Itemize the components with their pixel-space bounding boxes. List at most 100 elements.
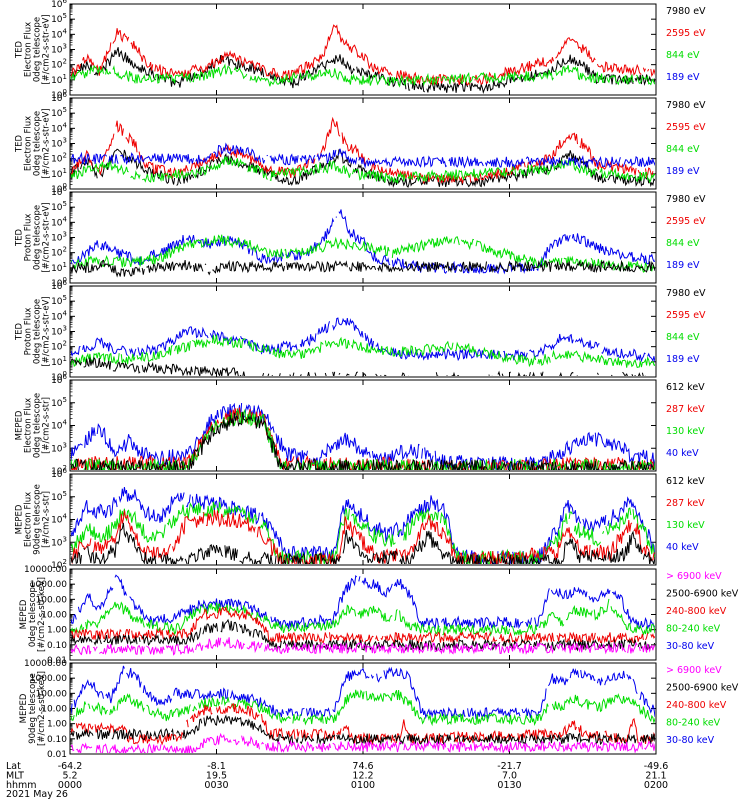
legend-entry: 130 keV — [666, 520, 705, 531]
legend-entry: 2595 eV — [666, 122, 706, 133]
y-tick-label: 105 — [51, 106, 67, 119]
y-axis-label: TEDProton Flux0deg telescope[#/cm2-s-str… — [15, 202, 52, 272]
series-group — [71, 487, 655, 564]
series-black — [71, 522, 655, 564]
legend-entry: 844 eV — [666, 238, 700, 249]
y-tick-label: 100.00 — [36, 595, 68, 605]
legend-entry: > 6900 keV — [666, 571, 722, 582]
legend-entry: 30-80 keV — [666, 641, 715, 652]
x-tick-label: 19.5 — [206, 771, 227, 782]
y-tick-label: 100.00 — [36, 689, 68, 699]
y-axis-label: MEPED90deg telescope[#/cm2-s-str-keV] — [19, 671, 47, 746]
series-group — [71, 665, 655, 753]
x-tick-label: -8.1 — [207, 761, 226, 772]
x-row-label: Lat — [6, 761, 21, 772]
y-tick-label: 0.10 — [47, 735, 67, 745]
y-tick-label: 105 — [51, 294, 67, 307]
panel-7: 0.01 0.10 1.00 10.00 100.00 1000.00 10000.00 ME… — [19, 565, 739, 666]
panel-8: 0.01 0.10 1.00 10.00 100.00 1000.00 10000.00 ME… — [19, 659, 739, 760]
y-tick-label: 102 — [51, 340, 67, 353]
x-tick-label: 74.6 — [352, 761, 373, 772]
date-label: 2021 May 26 — [6, 789, 68, 800]
series-group — [71, 209, 655, 278]
legend-entry: 189 eV — [666, 72, 700, 83]
y-axis-label: MEPEDElectron Flux90deg telescope[#/cm2-… — [15, 484, 52, 555]
series-black — [71, 259, 655, 278]
series-red — [71, 510, 655, 564]
y-tick-label: 0.01 — [47, 750, 67, 760]
y-tick-label: 0.01 — [47, 656, 67, 666]
y-tick-label: 10000.00 — [24, 659, 67, 669]
y-tick-label: 104 — [51, 513, 67, 526]
y-tick-label: 104 — [51, 309, 67, 322]
legend-entry: 844 eV — [666, 144, 700, 155]
y-tick-label: 105 — [51, 396, 67, 409]
x-tick-label: 0030 — [204, 780, 228, 791]
x-tick-label: 7.0 — [502, 771, 517, 782]
series-blue — [71, 574, 655, 630]
x-tick-label: -64.2 — [58, 761, 83, 772]
legend-entry: 189 eV — [666, 354, 700, 365]
y-tick-label: 103 — [51, 231, 67, 244]
series-group — [71, 402, 655, 470]
y-tick-label: 101 — [51, 261, 67, 274]
y-tick-label: 1.00 — [47, 720, 67, 730]
y-tick-label: 10.00 — [41, 611, 67, 621]
legend-entry: 240-800 keV — [666, 700, 727, 711]
series-blue — [71, 665, 655, 721]
series-green — [71, 334, 655, 369]
y-tick-label: 10.00 — [41, 705, 67, 715]
legend-entry: 2500-6900 keV — [666, 683, 739, 694]
legend-entry: 189 eV — [666, 260, 700, 271]
series-group — [71, 24, 655, 94]
x-tick-label: 0000 — [58, 780, 82, 791]
x-tick-label: 0100 — [351, 780, 375, 791]
series-magenta — [71, 732, 655, 753]
legend-entry: 612 keV — [666, 382, 705, 393]
series-green — [71, 63, 655, 88]
panel-frame — [69, 285, 657, 378]
legend-entry: 2595 eV — [666, 28, 706, 39]
x-row-label: hhmm — [6, 780, 37, 791]
y-tick-label: 102 — [51, 246, 67, 259]
y-tick-label: 1.00 — [47, 626, 67, 636]
panel-frame — [69, 191, 657, 284]
legend-entry: 80-240 keV — [666, 624, 721, 635]
series-black — [71, 356, 646, 376]
series-black — [71, 618, 655, 652]
legend-entry: 287 keV — [666, 404, 705, 415]
legend-entry: > 6900 keV — [666, 665, 722, 676]
legend-entry: 2500-6900 keV — [666, 589, 739, 600]
legend-entry: 240-800 keV — [666, 606, 727, 617]
series-group — [71, 116, 655, 188]
legend-entry: 7980 eV — [666, 100, 706, 111]
y-tick-label: 105 — [51, 490, 67, 503]
series-green — [71, 156, 655, 184]
x-tick-label: 12.2 — [352, 771, 373, 782]
x-axis-labels: Lat -64.2 -8.1 74.6 -21.7 -49.6 MLT 5.2 19.5 12.2… — [6, 761, 668, 800]
y-tick-label: 105 — [51, 12, 67, 25]
series-green — [71, 501, 655, 564]
y-tick-label: 102 — [51, 58, 67, 71]
series-blue — [71, 142, 655, 169]
y-tick-label: 103 — [51, 325, 67, 338]
y-axis-label: TEDElectron Flux0deg telescope[#/cm2-s-s… — [15, 14, 52, 84]
legend-entry: 7980 eV — [666, 6, 706, 17]
series-black — [71, 411, 655, 470]
legend-entry: 844 eV — [666, 50, 700, 61]
series-green — [71, 234, 655, 273]
legend-entry: 7980 eV — [666, 288, 706, 299]
y-tick-label: 102 — [51, 152, 67, 165]
legend-entry: 30-80 keV — [666, 735, 715, 746]
y-axis-label: MEPEDElectron Flux0deg telescope[#/cm2-s… — [15, 393, 52, 458]
legend-entry: 2595 eV — [666, 216, 706, 227]
y-tick-label: 103 — [51, 441, 67, 454]
legend-entry: 189 eV — [666, 166, 700, 177]
legend-entry: 287 keV — [666, 498, 705, 509]
y-tick-label: 104 — [51, 27, 67, 40]
